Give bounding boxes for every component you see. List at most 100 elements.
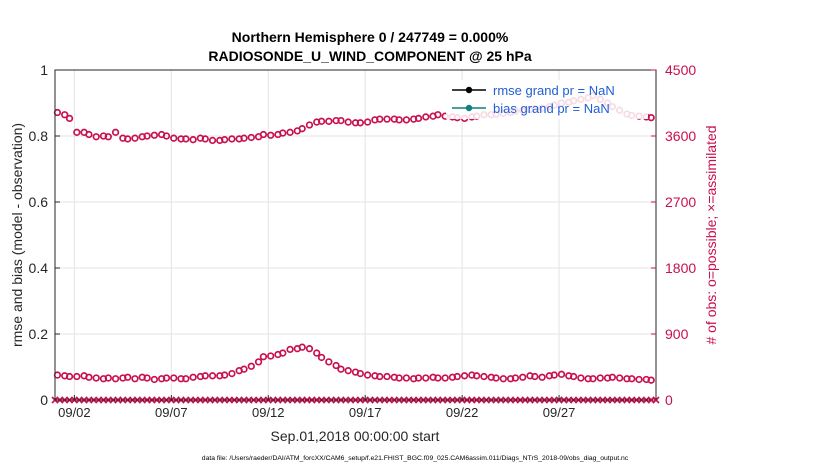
possible-obs-point [240,365,248,373]
possible-obs-point [189,136,197,144]
possible-obs-point [422,113,430,121]
x-tick-label: 09/27 [543,405,576,420]
possible-obs-point [434,111,442,119]
possible-obs-point [228,135,236,143]
possible-obs-point [402,116,411,124]
possible-obs-point [143,132,151,140]
possible-obs-point [434,374,442,382]
possible-obs-point [473,372,481,380]
chart-title-line-1: Northern Hemisphere 0 / 247749 = 0.000% [232,29,509,45]
possible-obs-point [279,129,287,137]
possible-obs-point [538,373,546,381]
possible-obs-point [150,131,159,139]
left-tick-label: 0.8 [29,128,49,144]
possible-obs-point [104,133,112,141]
possible-obs-point [240,134,248,142]
x-tick-label: 09/07 [155,405,188,420]
legend-bias-marker [465,104,473,112]
possible-obs-point [635,375,643,384]
data-file-footer: data file: /Users/raeder/DAI/ATM_forcXX/… [202,455,629,462]
possible-obs-point [111,128,120,136]
possible-obs-point [422,374,430,382]
possible-obs-point [511,374,520,382]
x-tick-label: 09/12 [252,405,285,420]
possible-obs-point [85,130,93,139]
possible-obs-point [317,117,326,125]
possible-obs-point [589,375,597,383]
possible-obs-point [569,372,578,381]
right-tick-label: 3600 [665,128,696,144]
possible-obs-point [376,372,384,381]
possible-obs-point [170,134,178,142]
possible-obs-point [344,118,352,126]
possible-obs-point [170,374,178,382]
right-axis-ticks: 0 900 1800 2700 3600 4500 [651,62,696,408]
possible-obs-point [395,374,403,382]
possible-obs-point [92,133,100,141]
possible-obs-point [143,374,151,382]
possible-obs-point [286,128,294,136]
x-axis-ticks: 09/02 09/07 09/12 09/17 09/22 09/27 [58,395,575,420]
x-tick-label: 09/17 [349,405,382,420]
possible-obs-point [267,131,275,139]
possible-obs-point [519,373,527,381]
possible-obs-point [647,114,655,122]
legend: rmse grand pr = NaN bias grand pr = NaN [446,80,648,119]
possible-obs-point [363,371,372,379]
legend-bias-label: bias grand pr = NaN [493,101,610,116]
possible-obs-point [124,373,132,381]
possible-obs-point [61,111,69,119]
possible-obs-point [383,115,391,123]
possible-obs-point [111,375,120,383]
possible-obs-point [254,358,263,366]
left-tick-label: 0.6 [29,194,49,210]
possible-obs-point [201,135,209,143]
possible-obs-point [460,372,469,380]
possible-obs-point [363,118,372,126]
possible-obs-point [332,361,340,370]
left-axis-ticks: 0 0.2 0.4 0.6 0.8 1 [29,62,60,408]
x-tick-label: 09/02 [58,405,91,420]
possible-obs-point [356,119,364,127]
possible-obs-point [182,375,190,383]
possible-obs-point [279,349,287,357]
possible-obs-point [395,116,403,124]
possible-obs-point [596,374,604,382]
right-axis-label: # of obs: o=possible; ×=assimilated [703,125,719,344]
possible-obs-point [131,375,139,383]
possible-obs-point [124,135,132,143]
left-axis-label: rmse and bias (model - observation) [9,123,25,347]
possible-obs-point [313,349,321,357]
possible-obs-point [247,133,255,142]
possible-obs-point [531,372,539,381]
grid [55,70,656,400]
possible-obs-point [247,362,255,370]
possible-obs-point [647,376,655,384]
possible-obs-point [499,375,507,383]
possible-obs-point [208,372,217,380]
plot-area: 09/02 09/07 09/12 09/17 09/22 09/27 0 0.2 0.4 0.… [29,62,697,420]
possible-obs-point [150,375,159,384]
possible-obs-point [492,374,500,382]
right-tick-label: 0 [665,392,673,408]
right-tick-label: 1800 [665,260,696,276]
possible-obs-point [557,370,566,378]
possible-obs-point [305,121,314,129]
legend-rmse-label: rmse grand pr = NaN [493,83,615,98]
possible-obs-point [298,125,306,133]
possible-obs-point [441,374,449,382]
possible-obs-point [577,374,585,382]
possible-obs-point [453,372,461,381]
possible-obs-point [73,128,81,136]
possible-obs-point [376,115,384,123]
possible-obs-point [298,343,306,351]
left-tick-label: 1 [40,62,48,78]
possible-obs-point [182,135,190,143]
right-tick-label: 2700 [665,194,696,210]
possible-obs-point [259,130,268,139]
possible-obs-point [480,372,488,381]
possible-obs-point [85,373,93,381]
possible-obs-point [325,358,333,366]
x-tick-label: 09/22 [446,405,479,420]
